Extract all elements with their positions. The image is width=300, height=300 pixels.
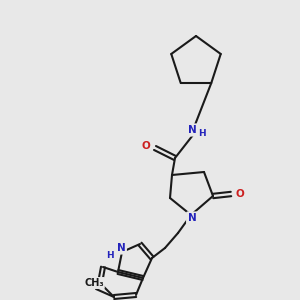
Text: CH₃: CH₃ (84, 278, 104, 288)
Text: H: H (198, 130, 206, 139)
Text: N: N (188, 125, 196, 135)
Text: N: N (188, 213, 196, 223)
Text: O: O (142, 141, 150, 151)
Text: H: H (106, 250, 114, 260)
Text: N: N (117, 243, 125, 253)
Text: O: O (236, 189, 244, 199)
